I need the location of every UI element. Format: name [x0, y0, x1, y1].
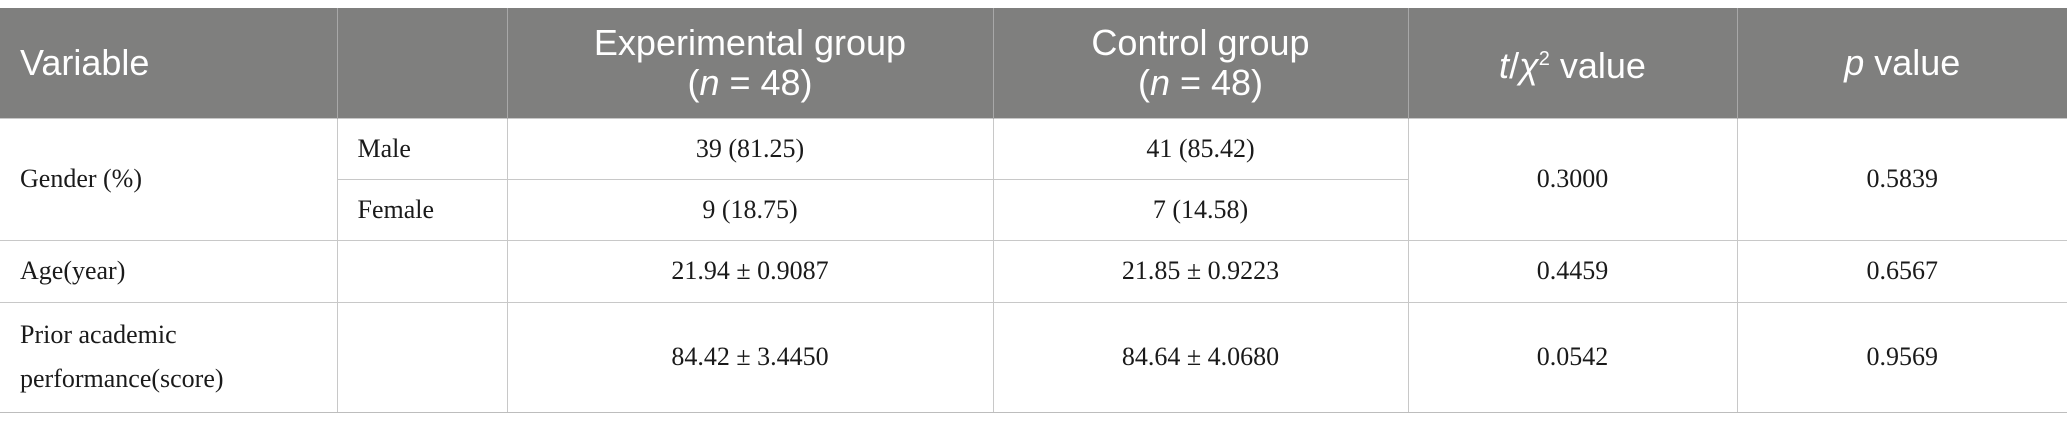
table-row: Prior academic performance(score) 84.42 …: [0, 301, 2067, 413]
cell-age-experimental: 21.94 ± 0.9087: [506, 239, 994, 303]
cell-age-control: 21.85 ± 0.9223: [992, 239, 1409, 303]
cell-age-t-chi: 0.4459: [1407, 239, 1738, 303]
header-p-value: p value: [1736, 8, 2067, 118]
cell-gender-p: 0.5839: [1736, 117, 2067, 241]
baseline-characteristics-table: Variable Experimental group (n = 48) Con…: [0, 8, 2067, 413]
cell-gender-female-experimental: 9 (18.75): [506, 178, 994, 241]
table-row: Gender (%) Male 39 (81.25) 41 (85.42) 0.…: [0, 117, 2067, 241]
cell-age-p: 0.6567: [1736, 239, 2067, 303]
header-experimental-group: Experimental group (n = 48): [506, 8, 993, 118]
cell-gender-male-experimental: 39 (81.25): [506, 117, 994, 180]
header-subcategory: [336, 8, 507, 118]
header-variable: Variable: [0, 8, 337, 118]
cell-gender-female-label: Female: [337, 178, 508, 241]
header-control-n: (n = 48): [1137, 61, 1264, 103]
header-row: Variable Experimental group (n = 48) Con…: [0, 8, 2067, 118]
header-control-title: Control group: [1091, 21, 1310, 63]
header-experimental-title: Experimental group: [593, 21, 907, 63]
table-row: Age(year) 21.94 ± 0.9087 21.85 ± 0.9223 …: [0, 239, 2067, 303]
cell-age-variable: Age(year): [0, 239, 338, 303]
cell-prior-control: 84.64 ± 4.0680: [992, 301, 1409, 413]
cell-gender-male-label: Male: [336, 117, 508, 180]
cell-prior-subcategory: [336, 301, 508, 413]
header-experimental-n: (n = 48): [687, 61, 813, 103]
header-control-group: Control group (n = 48): [992, 8, 1408, 118]
cell-gender-t-chi: 0.3000: [1407, 117, 1738, 241]
header-t-chi-value: t/χ2 value: [1407, 8, 1737, 118]
cell-prior-p: 0.9569: [1736, 301, 2067, 413]
cell-prior-experimental: 84.42 ± 3.4450: [506, 301, 994, 413]
cell-age-subcategory: [336, 239, 508, 303]
cell-prior-variable: Prior academic performance(score): [0, 301, 338, 413]
cell-gender-variable: Gender (%): [0, 117, 338, 241]
table-row: Female 9 (18.75) 7 (14.58): [0, 178, 2067, 241]
cell-gender-male-control: 41 (85.42): [992, 117, 1409, 180]
cell-gender-female-control: 7 (14.58): [992, 178, 1408, 241]
cell-prior-t-chi: 0.0542: [1407, 301, 1738, 413]
